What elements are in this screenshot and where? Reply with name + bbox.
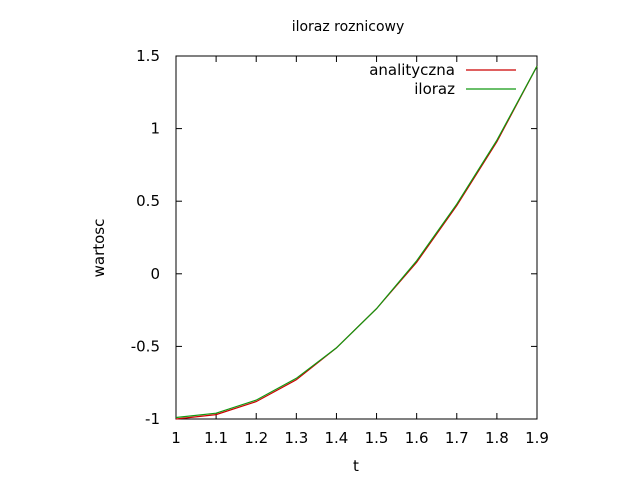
chart-title: iloraz roznicowy — [292, 19, 405, 35]
y-tick-label: 0 — [150, 265, 160, 283]
y-tick-label: -0.5 — [131, 337, 160, 355]
x-tick-label: 1.9 — [525, 429, 549, 447]
series-lines — [175, 65, 538, 420]
y-axis-label: wartosc — [90, 219, 108, 278]
series-line-analityczna — [175, 65, 538, 420]
x-tick-label: 1.6 — [405, 429, 429, 447]
x-tick-label: 1.5 — [365, 429, 389, 447]
x-tick-label: 1.1 — [204, 429, 228, 447]
x-tick-label: 1.3 — [284, 429, 308, 447]
x-tick-label: 1.8 — [485, 429, 509, 447]
series-line-iloraz — [175, 65, 538, 419]
x-tick-label: 1.7 — [445, 429, 469, 447]
x-tick-label: 1.4 — [325, 429, 349, 447]
x-axis-label: t — [353, 457, 359, 475]
legend-label: analityczna — [369, 61, 455, 79]
y-tick-label: 1.5 — [136, 47, 160, 65]
plot-frame — [175, 55, 538, 420]
y-tick-label: -1 — [145, 410, 160, 428]
x-tick-label: 1 — [171, 429, 181, 447]
y-tick-label: 1 — [150, 120, 160, 138]
x-tick-label: 1.2 — [244, 429, 268, 447]
legend-label: iloraz — [414, 80, 455, 98]
y-tick-label: 0.5 — [136, 192, 160, 210]
axis-tick-labels: 1 1.1 1.2 1.3 1.4 1.5 1.6 1.7 1.8 1.9 -1 -0.5 0 0.5 1 1… — [131, 47, 549, 447]
axis-ticks — [175, 55, 538, 420]
